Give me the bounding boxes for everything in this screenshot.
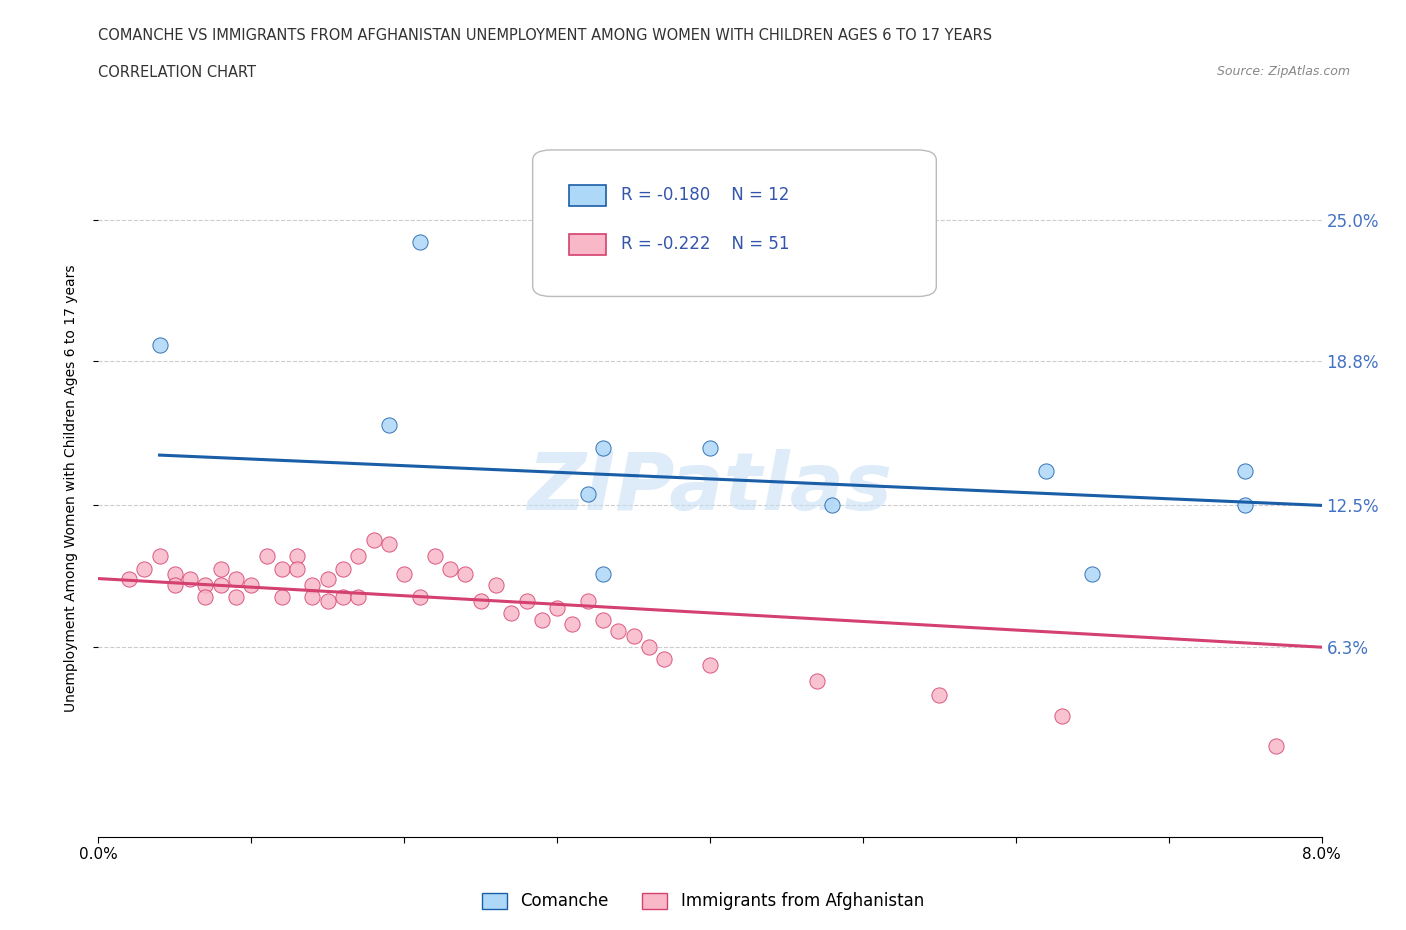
Text: ZIPatlas: ZIPatlas	[527, 449, 893, 527]
Point	[332, 590, 354, 604]
Y-axis label: Unemployment Among Women with Children Ages 6 to 17 years: Unemployment Among Women with Children A…	[63, 264, 77, 712]
Point	[1050, 709, 1073, 724]
Point	[928, 688, 950, 703]
Point	[530, 612, 553, 627]
Point	[607, 624, 630, 639]
Point	[576, 594, 599, 609]
Point	[592, 566, 614, 581]
Point	[149, 338, 172, 352]
Point	[270, 562, 294, 577]
Point	[194, 578, 217, 593]
Point	[408, 235, 430, 250]
Text: CORRELATION CHART: CORRELATION CHART	[98, 65, 256, 80]
Text: COMANCHE VS IMMIGRANTS FROM AFGHANISTAN UNEMPLOYMENT AMONG WOMEN WITH CHILDREN A: COMANCHE VS IMMIGRANTS FROM AFGHANISTAN …	[98, 28, 993, 43]
Point	[454, 566, 477, 581]
Point	[806, 674, 828, 689]
Point	[623, 629, 645, 644]
Point	[546, 601, 568, 616]
Point	[378, 537, 401, 551]
Point	[301, 578, 323, 593]
Point	[134, 562, 156, 577]
Point	[347, 590, 370, 604]
Point	[270, 590, 294, 604]
Point	[163, 566, 186, 581]
Point	[179, 571, 201, 586]
Point	[592, 612, 614, 627]
Legend: Comanche, Immigrants from Afghanistan: Comanche, Immigrants from Afghanistan	[475, 885, 931, 917]
Text: Source: ZipAtlas.com: Source: ZipAtlas.com	[1216, 65, 1350, 78]
Point	[1234, 498, 1257, 512]
FancyBboxPatch shape	[533, 150, 936, 297]
Point	[378, 418, 401, 432]
Text: R = -0.180    N = 12: R = -0.180 N = 12	[620, 186, 789, 205]
Point	[301, 590, 323, 604]
Point	[652, 651, 675, 666]
Point	[576, 486, 599, 501]
Point	[363, 532, 385, 547]
Point	[256, 549, 278, 564]
Point	[285, 549, 308, 564]
Point	[209, 562, 232, 577]
Point	[485, 578, 508, 593]
Point	[149, 549, 172, 564]
Point	[332, 562, 354, 577]
Point	[225, 590, 247, 604]
Point	[637, 640, 661, 655]
Point	[392, 566, 416, 581]
Point	[240, 578, 263, 593]
Point	[501, 605, 523, 620]
Point	[316, 571, 339, 586]
Point	[194, 590, 217, 604]
Point	[163, 578, 186, 593]
Point	[699, 658, 721, 673]
Point	[470, 594, 492, 609]
Point	[1264, 738, 1286, 753]
Point	[225, 571, 247, 586]
FancyBboxPatch shape	[569, 233, 606, 255]
Point	[439, 562, 461, 577]
Point	[316, 594, 339, 609]
Point	[1035, 464, 1057, 479]
Point	[699, 441, 721, 456]
Point	[423, 549, 446, 564]
Point	[209, 578, 232, 593]
Point	[1081, 566, 1104, 581]
Point	[285, 562, 308, 577]
Point	[561, 617, 583, 631]
FancyBboxPatch shape	[569, 185, 606, 206]
Point	[408, 590, 430, 604]
Point	[516, 594, 538, 609]
Point	[1234, 464, 1257, 479]
Point	[347, 549, 370, 564]
Point	[592, 441, 614, 456]
Point	[821, 498, 844, 512]
Text: R = -0.222    N = 51: R = -0.222 N = 51	[620, 235, 789, 253]
Point	[118, 571, 141, 586]
